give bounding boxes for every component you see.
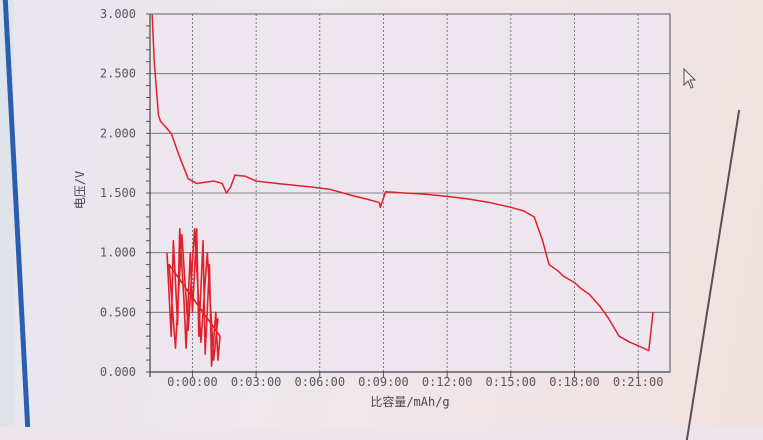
y-tick-label: 2.000: [100, 126, 136, 140]
y-tick-label: 2.500: [100, 67, 136, 81]
y-tick-label: 1.500: [100, 186, 136, 200]
y-tick-label: 0.500: [100, 305, 136, 319]
series-group: [151, 13, 654, 367]
x-tick-label: 0:09:00: [358, 375, 409, 389]
x-axis-title: 比容量/mAh/g: [370, 394, 449, 409]
y-axis-title: 电压/V: [73, 171, 87, 209]
x-tick-label: 0:21:00: [613, 375, 664, 389]
y-tick-label: 1.000: [100, 246, 136, 260]
series-line-1: [151, 13, 654, 352]
y-tick-label: 0.000: [100, 365, 136, 379]
x-tick-label: 0:06:00: [295, 375, 346, 389]
x-tick-label: 0:03:00: [231, 375, 282, 389]
x-tick-label: 0:00:00: [167, 375, 218, 389]
x-tick-label: 0:12:00: [422, 375, 473, 389]
mouse-cursor-icon: [683, 68, 697, 89]
voltage-capacity-chart: 0.000 0.500 1.000 1.500 2.000 2.500 3.000 0:00:…: [73, 7, 671, 409]
y-tick-label: 3.000: [100, 7, 136, 21]
x-tick-label: 0:18:00: [549, 375, 600, 389]
series-line-2: [166, 228, 221, 367]
axes: 0.000 0.500 1.000 1.500 2.000 2.500 3.000 0:00:…: [100, 7, 670, 389]
x-tick-label: 0:15:00: [486, 375, 537, 389]
